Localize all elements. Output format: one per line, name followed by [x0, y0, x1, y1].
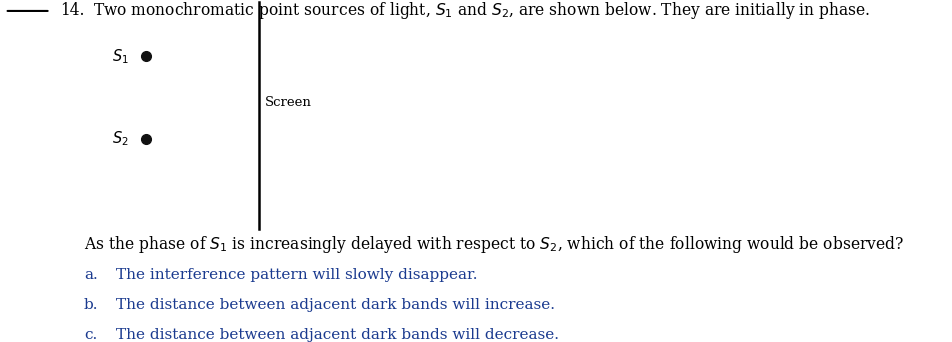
Text: 14.: 14.: [60, 2, 85, 19]
Text: Two monochromatic point sources of light, $S_1$ and $S_2$, are shown below. They: Two monochromatic point sources of light…: [93, 0, 871, 22]
Text: $S_1$: $S_1$: [112, 47, 129, 66]
Text: b.: b.: [84, 298, 98, 312]
Text: The interference pattern will slowly disappear.: The interference pattern will slowly dis…: [116, 268, 478, 282]
Text: As the phase of $S_1$ is increasingly delayed with respect to $S_2$, which of th: As the phase of $S_1$ is increasingly de…: [84, 234, 903, 255]
Text: c.: c.: [84, 328, 97, 342]
Text: $S_2$: $S_2$: [112, 129, 129, 148]
Text: a.: a.: [84, 268, 97, 282]
Text: Screen: Screen: [265, 96, 311, 109]
Text: The distance between adjacent dark bands will decrease.: The distance between adjacent dark bands…: [116, 328, 559, 342]
Text: The distance between adjacent dark bands will increase.: The distance between adjacent dark bands…: [116, 298, 555, 312]
